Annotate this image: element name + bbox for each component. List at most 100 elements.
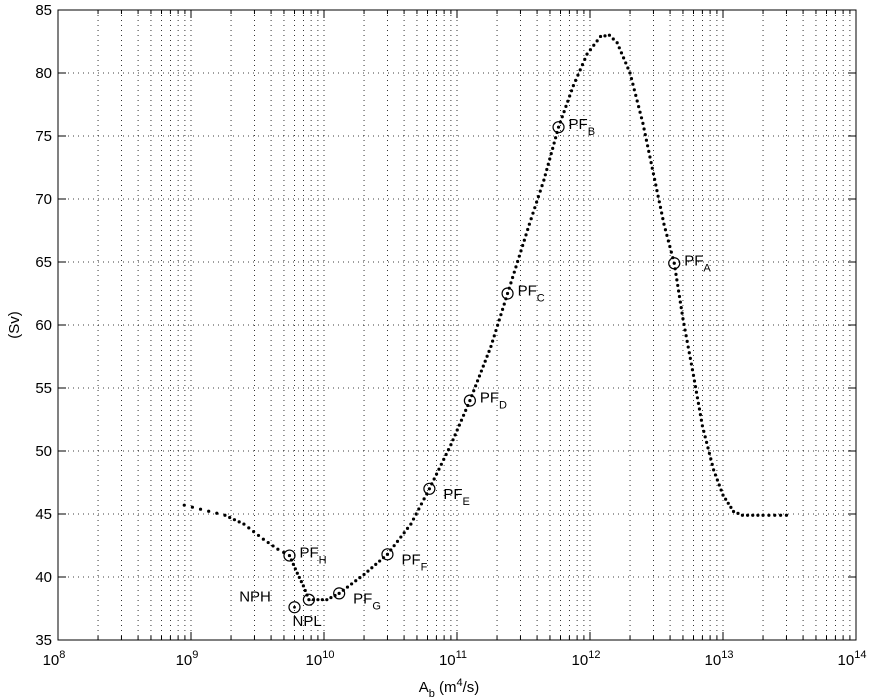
data-point [679, 306, 683, 310]
data-point [628, 71, 632, 75]
y-tick-label: 85 [35, 2, 52, 19]
annotation-label: NPL [292, 613, 321, 630]
x-tick-label-base: 10 [176, 652, 193, 669]
data-point [655, 189, 659, 193]
annotation-label: NPH [239, 589, 271, 606]
data-point [784, 513, 789, 517]
x-tick-label-base: 10 [306, 652, 323, 669]
annotation-marker [288, 601, 301, 614]
y-axis-label: (Sv) [6, 311, 23, 339]
data-point [552, 141, 556, 145]
data-point [434, 472, 439, 476]
data-point [439, 462, 443, 466]
x-axis-label-base: A [419, 679, 429, 696]
data-point [585, 52, 589, 56]
data-point [232, 518, 237, 522]
x-tick-label-base: 10 [43, 652, 60, 669]
annotation-label-base: NPH [239, 589, 271, 606]
data-point [538, 189, 542, 193]
data-point [611, 37, 615, 41]
data-point [536, 195, 541, 199]
annotation-label-base: NPL [292, 613, 321, 630]
annotation-marker-center [337, 591, 341, 595]
data-point [419, 502, 424, 506]
annotation-label: PFG [353, 590, 381, 612]
data-point [736, 511, 740, 515]
data-point [677, 294, 682, 299]
data-point [689, 362, 693, 366]
annotation-marker-center [293, 605, 296, 609]
x-axis-label: Ab (m4/s) [419, 677, 480, 698]
data-point [237, 520, 241, 524]
data-point [635, 99, 639, 103]
data-point [437, 467, 441, 471]
data-point [619, 51, 624, 55]
x-tick-label-exponent: 8 [59, 649, 65, 661]
x-axis-label-unit: (m [435, 679, 457, 696]
data-point [247, 526, 251, 530]
data-point [542, 178, 546, 182]
data-point [509, 281, 513, 285]
data-point [325, 598, 329, 602]
data-point [724, 497, 728, 501]
data-point [681, 317, 685, 321]
data-point [499, 313, 503, 317]
annotation-marker-center [506, 292, 509, 295]
data-point [293, 567, 297, 571]
data-point [684, 334, 688, 338]
data-point [533, 206, 537, 210]
x-tick-label-exponent: 12 [588, 649, 600, 661]
data-point [303, 588, 307, 593]
data-point [483, 359, 487, 363]
data-point [583, 57, 587, 61]
data-point [494, 328, 498, 333]
data-point [773, 513, 777, 517]
annotation-label: PFH [299, 545, 326, 567]
data-point [647, 149, 651, 153]
data-point [316, 598, 320, 602]
annotation-label: PFF [401, 551, 427, 573]
data-point [621, 56, 626, 60]
x-tick-label-exponent: 10 [322, 649, 334, 661]
data-point [697, 407, 702, 411]
x-tick-label: 1010 [306, 649, 335, 669]
data-point [271, 544, 275, 548]
data-point [745, 513, 750, 517]
plot-frame [57, 9, 857, 641]
annotation-label: PFD [480, 390, 507, 412]
data-point [500, 307, 505, 311]
data-point [678, 300, 682, 304]
data-point [569, 89, 574, 93]
data-point [566, 99, 570, 103]
data-point [761, 513, 765, 517]
data-point [252, 530, 256, 534]
annotation-label-base: PF [684, 252, 703, 269]
data-point [631, 82, 635, 86]
data-point [519, 249, 523, 253]
data-point [692, 379, 697, 383]
data-point [677, 289, 681, 293]
annotation-marker-center [307, 598, 311, 602]
data-point [726, 501, 730, 505]
x-tick-label-exponent: 9 [192, 649, 198, 661]
data-point [680, 311, 684, 315]
data-point [642, 127, 646, 131]
data-point [700, 424, 704, 428]
data-point [648, 155, 652, 159]
data-point [512, 270, 516, 274]
data-point [551, 146, 555, 150]
data-point [223, 513, 227, 517]
data-point [706, 446, 710, 450]
annotation-label-subscript: H [319, 555, 327, 567]
annotation-marker [552, 121, 565, 134]
data-point [676, 283, 680, 288]
data-point [549, 152, 553, 156]
data-point [474, 384, 478, 388]
x-tick-label: 1011 [439, 649, 467, 669]
annotation-label-subscript: G [372, 600, 381, 612]
data-point [661, 217, 665, 221]
data-point [624, 61, 628, 65]
data-point [432, 477, 436, 481]
annotation-label-base: PF [401, 551, 420, 568]
data-point [682, 322, 686, 326]
